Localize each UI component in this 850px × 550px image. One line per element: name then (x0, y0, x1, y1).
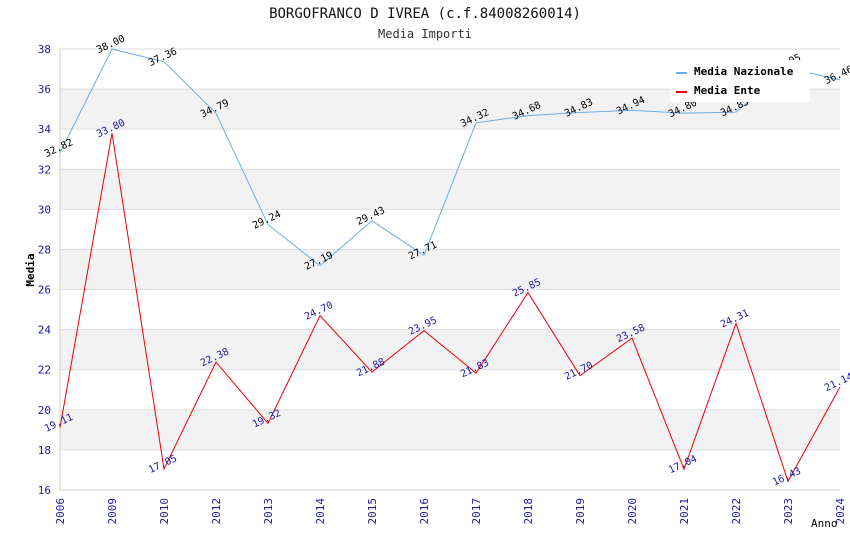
band-18 (60, 409, 840, 450)
y-tick-24: 24 (38, 324, 52, 337)
data-label-nazionale-2013: 29.24 (251, 209, 283, 232)
x-tick-2024: 2024 (834, 498, 847, 525)
x-tick-2006: 2006 (54, 498, 67, 525)
y-tick-20: 20 (38, 404, 51, 417)
band-26 (60, 249, 840, 290)
x-tick-2019: 2019 (574, 498, 587, 525)
y-tick-28: 28 (38, 243, 51, 256)
x-tick-2020: 2020 (626, 498, 639, 525)
x-tick-2023: 2023 (782, 498, 795, 525)
x-tick-2010: 2010 (158, 498, 171, 525)
y-tick-34: 34 (38, 123, 52, 136)
y-tick-labels: 16 18 20 22 24 26 28 30 32 34 36 38 (38, 43, 52, 497)
data-label-nazionale-2006: 32.82 (43, 137, 75, 160)
y-tick-36: 36 (38, 83, 51, 96)
y-tick-32: 32 (38, 163, 51, 176)
legend-label-nazionale: Media Nazionale (694, 65, 794, 78)
y-tick-16: 16 (38, 484, 51, 497)
x-tick-2009: 2009 (106, 498, 119, 525)
y-tick-22: 22 (38, 364, 51, 377)
data-label-nazionale-2024: 36.46 (823, 64, 850, 87)
x-tick-2021: 2021 (678, 498, 691, 525)
data-label-ente-2023: 16.43 (771, 466, 803, 489)
y-tick-38: 38 (38, 43, 51, 56)
x-tick-2017: 2017 (470, 498, 483, 525)
x-tick-2012: 2012 (210, 498, 223, 525)
x-axis-label: Anno (811, 517, 838, 530)
data-label-ente-2010: 17.05 (147, 453, 179, 476)
legend-box (670, 60, 810, 102)
gridlines (60, 48, 840, 491)
y-tick-18: 18 (38, 444, 51, 457)
x-tick-2015: 2015 (366, 498, 379, 525)
x-tick-2013: 2013 (262, 498, 275, 525)
y-tick-30: 30 (38, 203, 51, 216)
x-tick-labels: 2006 2009 2010 2012 2013 2014 2015 2016 2017 2018… (54, 498, 847, 525)
x-tick-2016: 2016 (418, 498, 431, 525)
series-line-ente (59, 133, 841, 483)
x-tick-2014: 2014 (314, 498, 327, 525)
y-tick-26: 26 (38, 284, 51, 297)
x-tick-2018: 2018 (522, 498, 535, 525)
chart-title: BORGOFRANCO D IVREA (c.f.84008260014) (269, 6, 581, 22)
data-label-ente-2014: 24.70 (303, 300, 335, 323)
series-layer (59, 48, 841, 483)
background-bands (60, 89, 840, 450)
legend-label-ente: Media Ente (694, 84, 761, 97)
chart-subtitle: Media Importi (378, 27, 472, 41)
data-label-nazionale-2010: 37.36 (147, 46, 179, 69)
data-label-nazionale-2009: 38.00 (95, 33, 127, 56)
legend: Media Nazionale Media Ente (670, 60, 810, 102)
band-22 (60, 329, 840, 370)
y-axis-label: Media (24, 253, 37, 286)
series-line-nazionale (59, 48, 841, 267)
x-tick-2022: 2022 (730, 498, 743, 525)
data-label-ente-2024: 21.14 (823, 371, 850, 394)
data-label-ente-2021: 17.04 (667, 454, 699, 477)
